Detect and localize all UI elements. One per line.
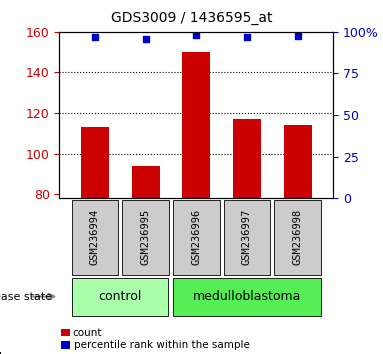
Bar [284, 125, 312, 198]
Bar [224, 200, 270, 275]
Text: medulloblastoma: medulloblastoma [193, 290, 301, 303]
Bar [81, 127, 109, 198]
Text: GSM236998: GSM236998 [293, 209, 303, 265]
Text: count: count [73, 328, 102, 338]
Bar [233, 119, 261, 198]
Text: GSM236996: GSM236996 [191, 209, 201, 265]
Text: percentile rank within the sample: percentile rank within the sample [74, 340, 250, 350]
Text: disease state: disease state [0, 291, 56, 302]
Text: GDS3009 / 1436595_at: GDS3009 / 1436595_at [111, 11, 272, 25]
Point [193, 32, 199, 38]
Point [244, 34, 250, 40]
Bar [173, 200, 219, 275]
Text: GSM236995: GSM236995 [141, 209, 151, 265]
Text: GSM236994: GSM236994 [90, 209, 100, 265]
Bar [122, 200, 169, 275]
Bar [72, 278, 169, 316]
Text: control: control [98, 290, 142, 303]
Bar [132, 166, 160, 198]
Point [295, 33, 301, 39]
Point [92, 34, 98, 40]
Bar [72, 200, 118, 275]
Bar [274, 200, 321, 275]
Text: GSM236997: GSM236997 [242, 209, 252, 265]
Bar [182, 52, 210, 198]
Bar [173, 278, 321, 316]
Point [142, 36, 149, 41]
